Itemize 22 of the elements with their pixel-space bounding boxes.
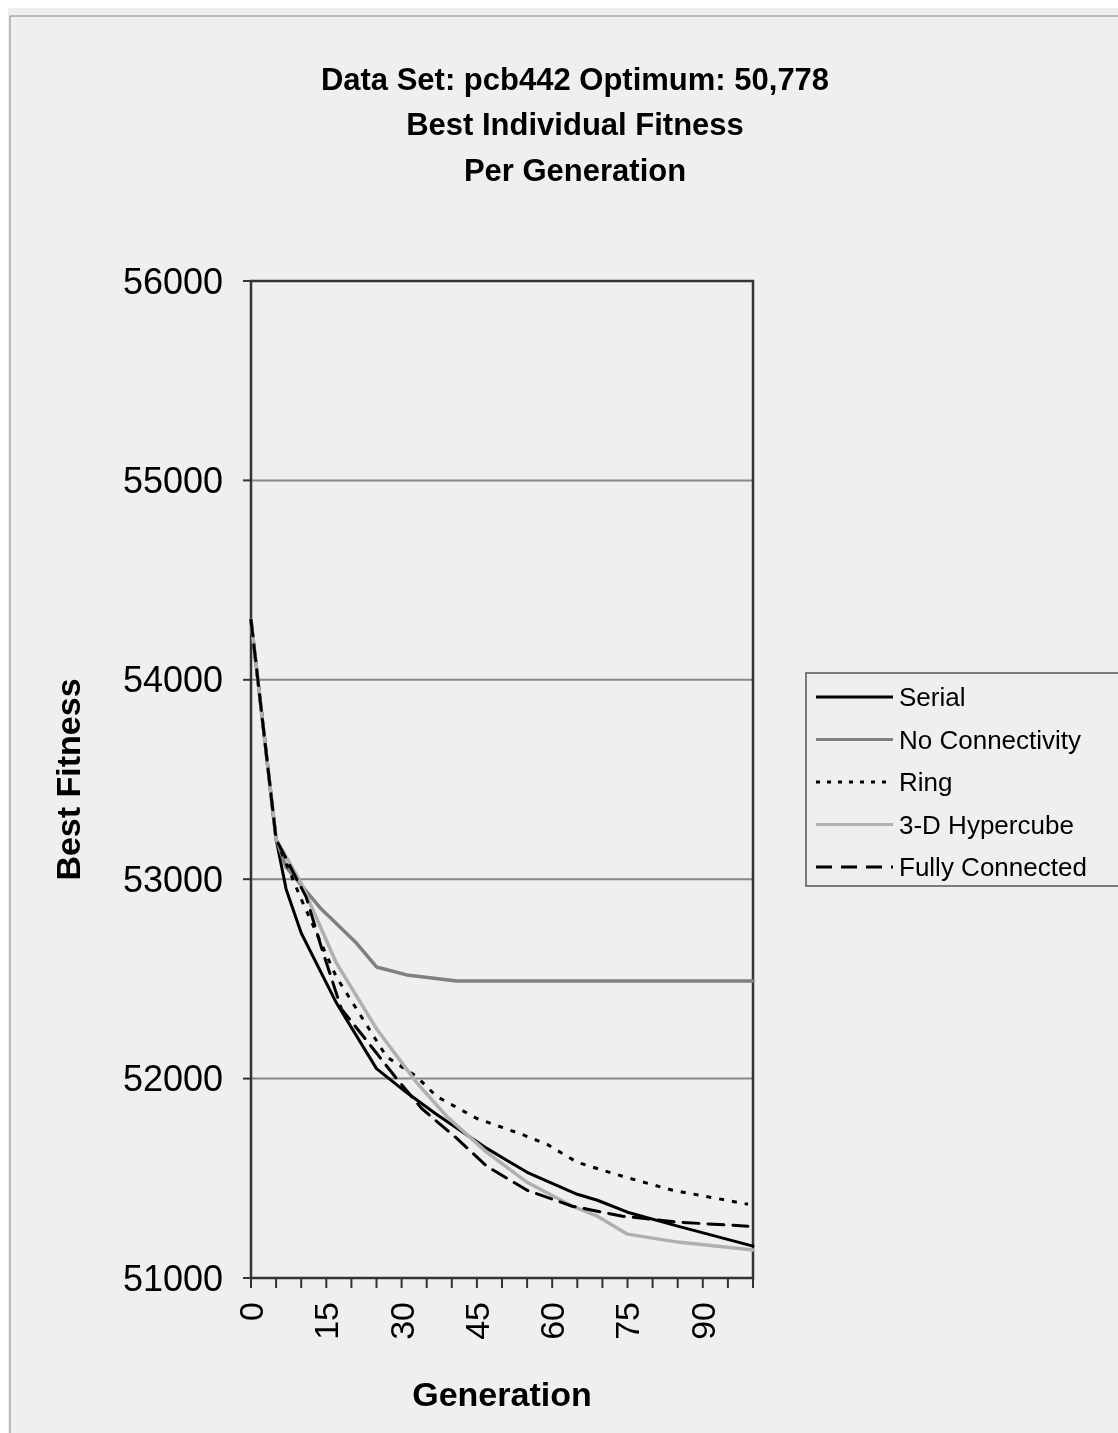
y-tick-label: 55000 — [122, 460, 223, 501]
chart-title: Data Set: pcb442 Optimum: 50,778 — [320, 62, 830, 97]
x-tick-label: 30 — [382, 1302, 421, 1340]
x-tick-label: 75 — [608, 1302, 647, 1340]
x-tick-label: 15 — [307, 1302, 346, 1340]
legend-label: No Connectivity — [899, 724, 1082, 755]
y-tick-label: 54000 — [122, 659, 223, 701]
y-tick-label: 56000 — [122, 260, 223, 302]
legend-label: Fully Connected — [899, 852, 1087, 883]
chart-subtitle: Best Individual Fitness Per Generation — [406, 107, 744, 188]
legend-label: 3-D Hypercube — [899, 809, 1074, 840]
x-tick-label: 90 — [683, 1302, 722, 1340]
x-axis-title: Generation — [412, 1375, 592, 1413]
x-tick-label: 45 — [457, 1302, 496, 1340]
y-axis-title: Best Fitness — [49, 678, 87, 881]
y-tick-label: 53000 — [122, 858, 223, 900]
legend-label: Serial — [899, 682, 966, 713]
y-tick-label: 52000 — [122, 1058, 223, 1100]
legend-label: Ring — [899, 767, 953, 798]
x-tick-label: 0 — [231, 1302, 270, 1321]
y-tick-label: 51000 — [122, 1257, 223, 1299]
x-tick-label: 60 — [533, 1302, 572, 1340]
